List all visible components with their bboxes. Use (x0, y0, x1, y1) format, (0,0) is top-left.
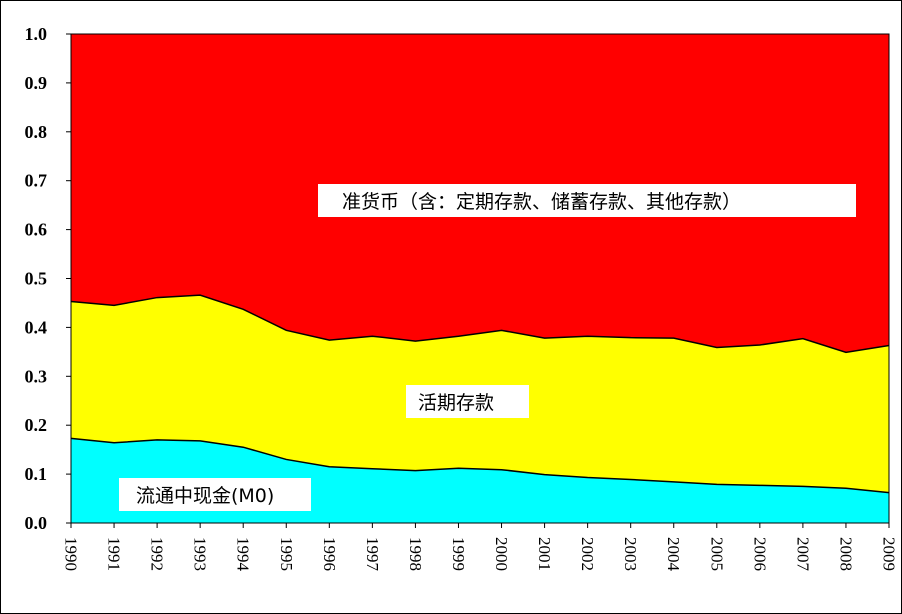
m0-label: 流通中现金(M0) (136, 485, 274, 507)
series-boundary-line-1 (70, 294, 890, 354)
x-tick-label: 2005 (707, 537, 726, 571)
y-tick-labels: 0.0 0.1 0.2 0.3 0.4 0.5 0.6 0.7 0.8 0.9 1.0 (25, 24, 48, 533)
y-tick-label: 0.7 (25, 171, 48, 191)
y-tick-label: 0.4 (25, 317, 48, 337)
x-tick-label: 1996 (320, 537, 339, 571)
x-tick-label: 1993 (191, 537, 210, 571)
y-tick-label: 0.6 (25, 220, 48, 240)
x-tick-label: 1995 (277, 537, 296, 571)
demand-deposit-label-box (406, 385, 529, 418)
axes (66, 33, 890, 528)
y-tick-label: 0.9 (25, 73, 48, 93)
y-tick-label: 0.0 (25, 513, 48, 533)
x-tick-label: 2000 (492, 537, 511, 571)
y-tick-label: 1.0 (25, 24, 48, 44)
x-tick-label: 2009 (880, 537, 899, 571)
x-tick-label: 1992 (148, 537, 167, 571)
x-tick-label: 2007 (793, 537, 812, 572)
series-labels: 准货币（含：定期存款、储蓄存款、其他存款） 活期存款 流通中现金(M0) (119, 184, 856, 511)
x-tick-label: 2004 (664, 537, 683, 572)
y-tick-label: 0.8 (25, 122, 48, 142)
x-tick-label: 2002 (578, 537, 597, 571)
x-tick-label: 1998 (406, 537, 425, 571)
y-tick-label: 0.3 (25, 366, 48, 386)
x-tick-label: 2003 (621, 537, 640, 571)
x-tick-label: 1994 (234, 537, 253, 572)
demand-deposit-label: 活期存款 (418, 392, 494, 414)
y-tick-label: 0.5 (25, 269, 48, 289)
x-tick-label: 2006 (750, 537, 769, 571)
x-tick-label: 1990 (62, 537, 81, 571)
x-tick-labels: 1990 1991 1992 1993 1994 1995 1996 1997 1998 1999… (62, 537, 899, 572)
boundary-lines (70, 294, 890, 494)
y-tick-label: 0.1 (25, 464, 48, 484)
quasi-money-label: 准货币（含：定期存款、储蓄存款、其他存款） (342, 191, 741, 213)
area-layers (71, 34, 889, 523)
x-tick-label: 1997 (363, 537, 382, 572)
quasi-money-label-box (318, 184, 856, 217)
x-tick-label: 2008 (836, 537, 855, 571)
y-tick-label: 0.2 (25, 415, 48, 435)
x-tick-label: 1991 (105, 537, 124, 571)
series-boundary-line-0 (70, 437, 890, 494)
x-tick-label: 1999 (449, 537, 468, 571)
x-tick-label: 2001 (535, 537, 554, 571)
m0-label-box (119, 478, 311, 511)
